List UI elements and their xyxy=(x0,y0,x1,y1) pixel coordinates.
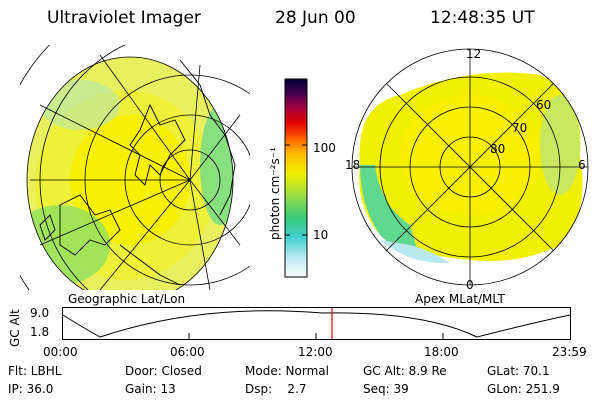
time-tick-2359: 23:59 xyxy=(552,345,587,359)
colorbar-tick-100: 100 xyxy=(313,141,336,155)
mlt-label-18: 18 xyxy=(345,158,361,172)
mlt-label-0: 0 xyxy=(466,278,474,292)
time-tick-1200: 12:00 xyxy=(298,345,333,359)
time-tick-1800: 18:00 xyxy=(424,345,459,359)
altitude-plot xyxy=(62,307,571,340)
apex-polar-map xyxy=(351,48,589,286)
info-glat: GLat: 70.1 xyxy=(487,364,550,378)
apex-map-caption: Apex MLat/MLT xyxy=(415,292,505,306)
mlt-label-6: 6 xyxy=(578,158,586,172)
info-gcalt: GC Alt: 8.9 Re xyxy=(363,364,447,378)
altitude-tick-max: 9.0 xyxy=(30,306,50,320)
mlat-label-70: 70 xyxy=(512,121,528,135)
info-flt: Flt: LBHL xyxy=(8,364,62,378)
instrument-title: Ultraviolet Imager xyxy=(47,8,201,28)
mlt-label-12: 12 xyxy=(466,47,482,61)
mlat-label-60: 60 xyxy=(536,98,552,112)
time-tick-0600: 06:00 xyxy=(170,345,205,359)
time-tick-0000: 00:00 xyxy=(43,345,78,359)
colorbar xyxy=(284,78,308,278)
mlat-label-80: 80 xyxy=(490,142,506,156)
info-seq: Seq: 39 xyxy=(363,382,409,396)
geographic-map xyxy=(20,45,250,290)
info-gain: Gain: 13 xyxy=(125,382,176,396)
altitude-axis-label: GC Alt xyxy=(8,309,22,347)
geographic-map-caption: Geographic Lat/Lon xyxy=(68,292,186,306)
colorbar-tick-10: 10 xyxy=(313,228,329,242)
info-mode: Mode: Normal xyxy=(245,364,329,378)
date-label: 28 Jun 00 xyxy=(275,8,356,28)
info-glon: GLon: 251.9 xyxy=(487,382,560,396)
info-dsp: Dsp: 2.7 xyxy=(245,382,307,396)
altitude-tick-min: 1.8 xyxy=(30,325,50,339)
info-ip: IP: 36.0 xyxy=(8,382,54,396)
colorbar-unit-label: photon cm⁻²s⁻¹ xyxy=(268,147,282,240)
info-door: Door: Closed xyxy=(125,364,202,378)
time-label: 12:48:35 UT xyxy=(430,8,535,28)
